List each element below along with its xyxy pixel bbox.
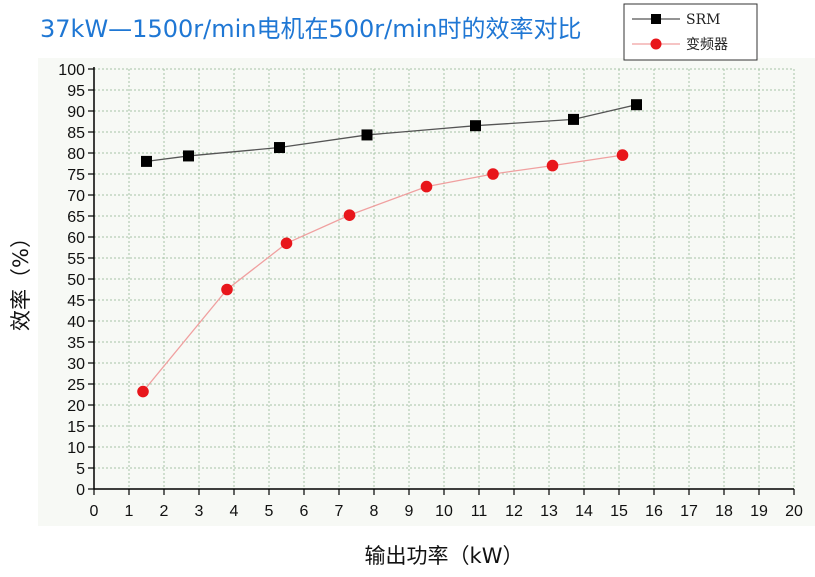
x-tick-label: 10: [435, 503, 453, 520]
x-tick-label: 12: [505, 503, 523, 520]
data-point-circle: [221, 283, 233, 296]
y-tick-label: 50: [67, 272, 85, 289]
legend-box: [623, 3, 758, 61]
legend-marker-square: [651, 14, 661, 24]
data-point-circle: [546, 159, 559, 172]
y-tick-label: 20: [67, 398, 85, 415]
x-tick-label: 16: [645, 503, 663, 520]
y-tick-label: 25: [67, 377, 85, 394]
data-point-square: [274, 142, 285, 154]
x-tick-label: 18: [715, 503, 733, 520]
y-tick-label: 75: [67, 167, 85, 184]
y-tick-label: 0: [76, 482, 85, 499]
y-tick-label: 55: [67, 251, 85, 268]
x-tick-label: 9: [405, 503, 414, 520]
series-line-1: [142, 154, 623, 392]
y-tick-label: 95: [67, 83, 85, 100]
legend-label: SRM: [686, 12, 720, 28]
x-tick-label: 0: [90, 503, 99, 520]
data-point-circle: [343, 209, 356, 221]
x-tick-label: 2: [160, 503, 169, 520]
y-axis-title: 效率（%）: [9, 227, 33, 331]
x-tick-label: 11: [471, 503, 488, 520]
data-point-circle: [420, 180, 433, 193]
data-point-square: [568, 113, 579, 125]
x-tick-label: 4: [230, 503, 239, 520]
y-tick-label: 80: [67, 146, 85, 163]
grid: [94, 68, 795, 489]
y-tick-label: 45: [67, 293, 85, 310]
y-tick-label: 10: [67, 440, 85, 457]
legend: SRM 变频器: [623, 3, 758, 61]
x-tick-label: 1: [125, 503, 134, 520]
data-point-square: [631, 99, 642, 111]
y-tick-label: 65: [67, 209, 85, 226]
data-point-circle: [487, 168, 499, 180]
x-tick-label: 17: [680, 503, 698, 520]
data-point-square: [183, 150, 194, 162]
x-tick-label: 3: [195, 503, 204, 520]
data-point-circle: [137, 385, 149, 398]
x-axis-title: 输出功率（kW）: [365, 544, 524, 568]
x-tick-label: 19: [750, 503, 768, 520]
data-point-square: [470, 120, 481, 132]
y-tick-label: 100: [58, 62, 85, 79]
y-tick-label: 5: [76, 461, 85, 478]
legend-marker-circle: [650, 38, 662, 50]
x-tick-label: 13: [540, 503, 558, 520]
y-tick-label: 15: [67, 419, 85, 436]
series: [137, 99, 642, 398]
y-tick-label: 30: [67, 356, 85, 373]
data-point-square: [361, 129, 373, 141]
legend-label: 变频器: [686, 37, 728, 53]
axes: 0 1 2 3 4 5 6 7 8 9 10 11 12 13 14 15 16 17 18 19 2005101520…: [58, 62, 803, 520]
x-tick-label: 5: [265, 503, 274, 520]
y-tick-label: 60: [67, 230, 85, 247]
x-tick-label: 20: [785, 503, 803, 520]
x-tick-label: 14: [575, 503, 593, 520]
x-tick-label: 15: [610, 503, 628, 520]
y-tick-label: 90: [67, 104, 85, 121]
data-point-circle: [280, 237, 293, 250]
x-tick-label: 6: [300, 503, 309, 520]
y-tick-label: 85: [67, 125, 85, 142]
y-tick-label: 40: [67, 314, 85, 331]
y-tick-label: 35: [67, 335, 85, 352]
x-tick-label: 8: [370, 503, 379, 520]
data-point-circle: [616, 149, 629, 161]
x-tick-label: 7: [335, 503, 344, 520]
y-tick-label: 70: [67, 188, 85, 205]
chart-title: 37kW—1500r/min电机在500r/min时的效率对比: [40, 15, 581, 43]
plot-background: [38, 58, 815, 526]
data-point-square: [141, 155, 152, 167]
